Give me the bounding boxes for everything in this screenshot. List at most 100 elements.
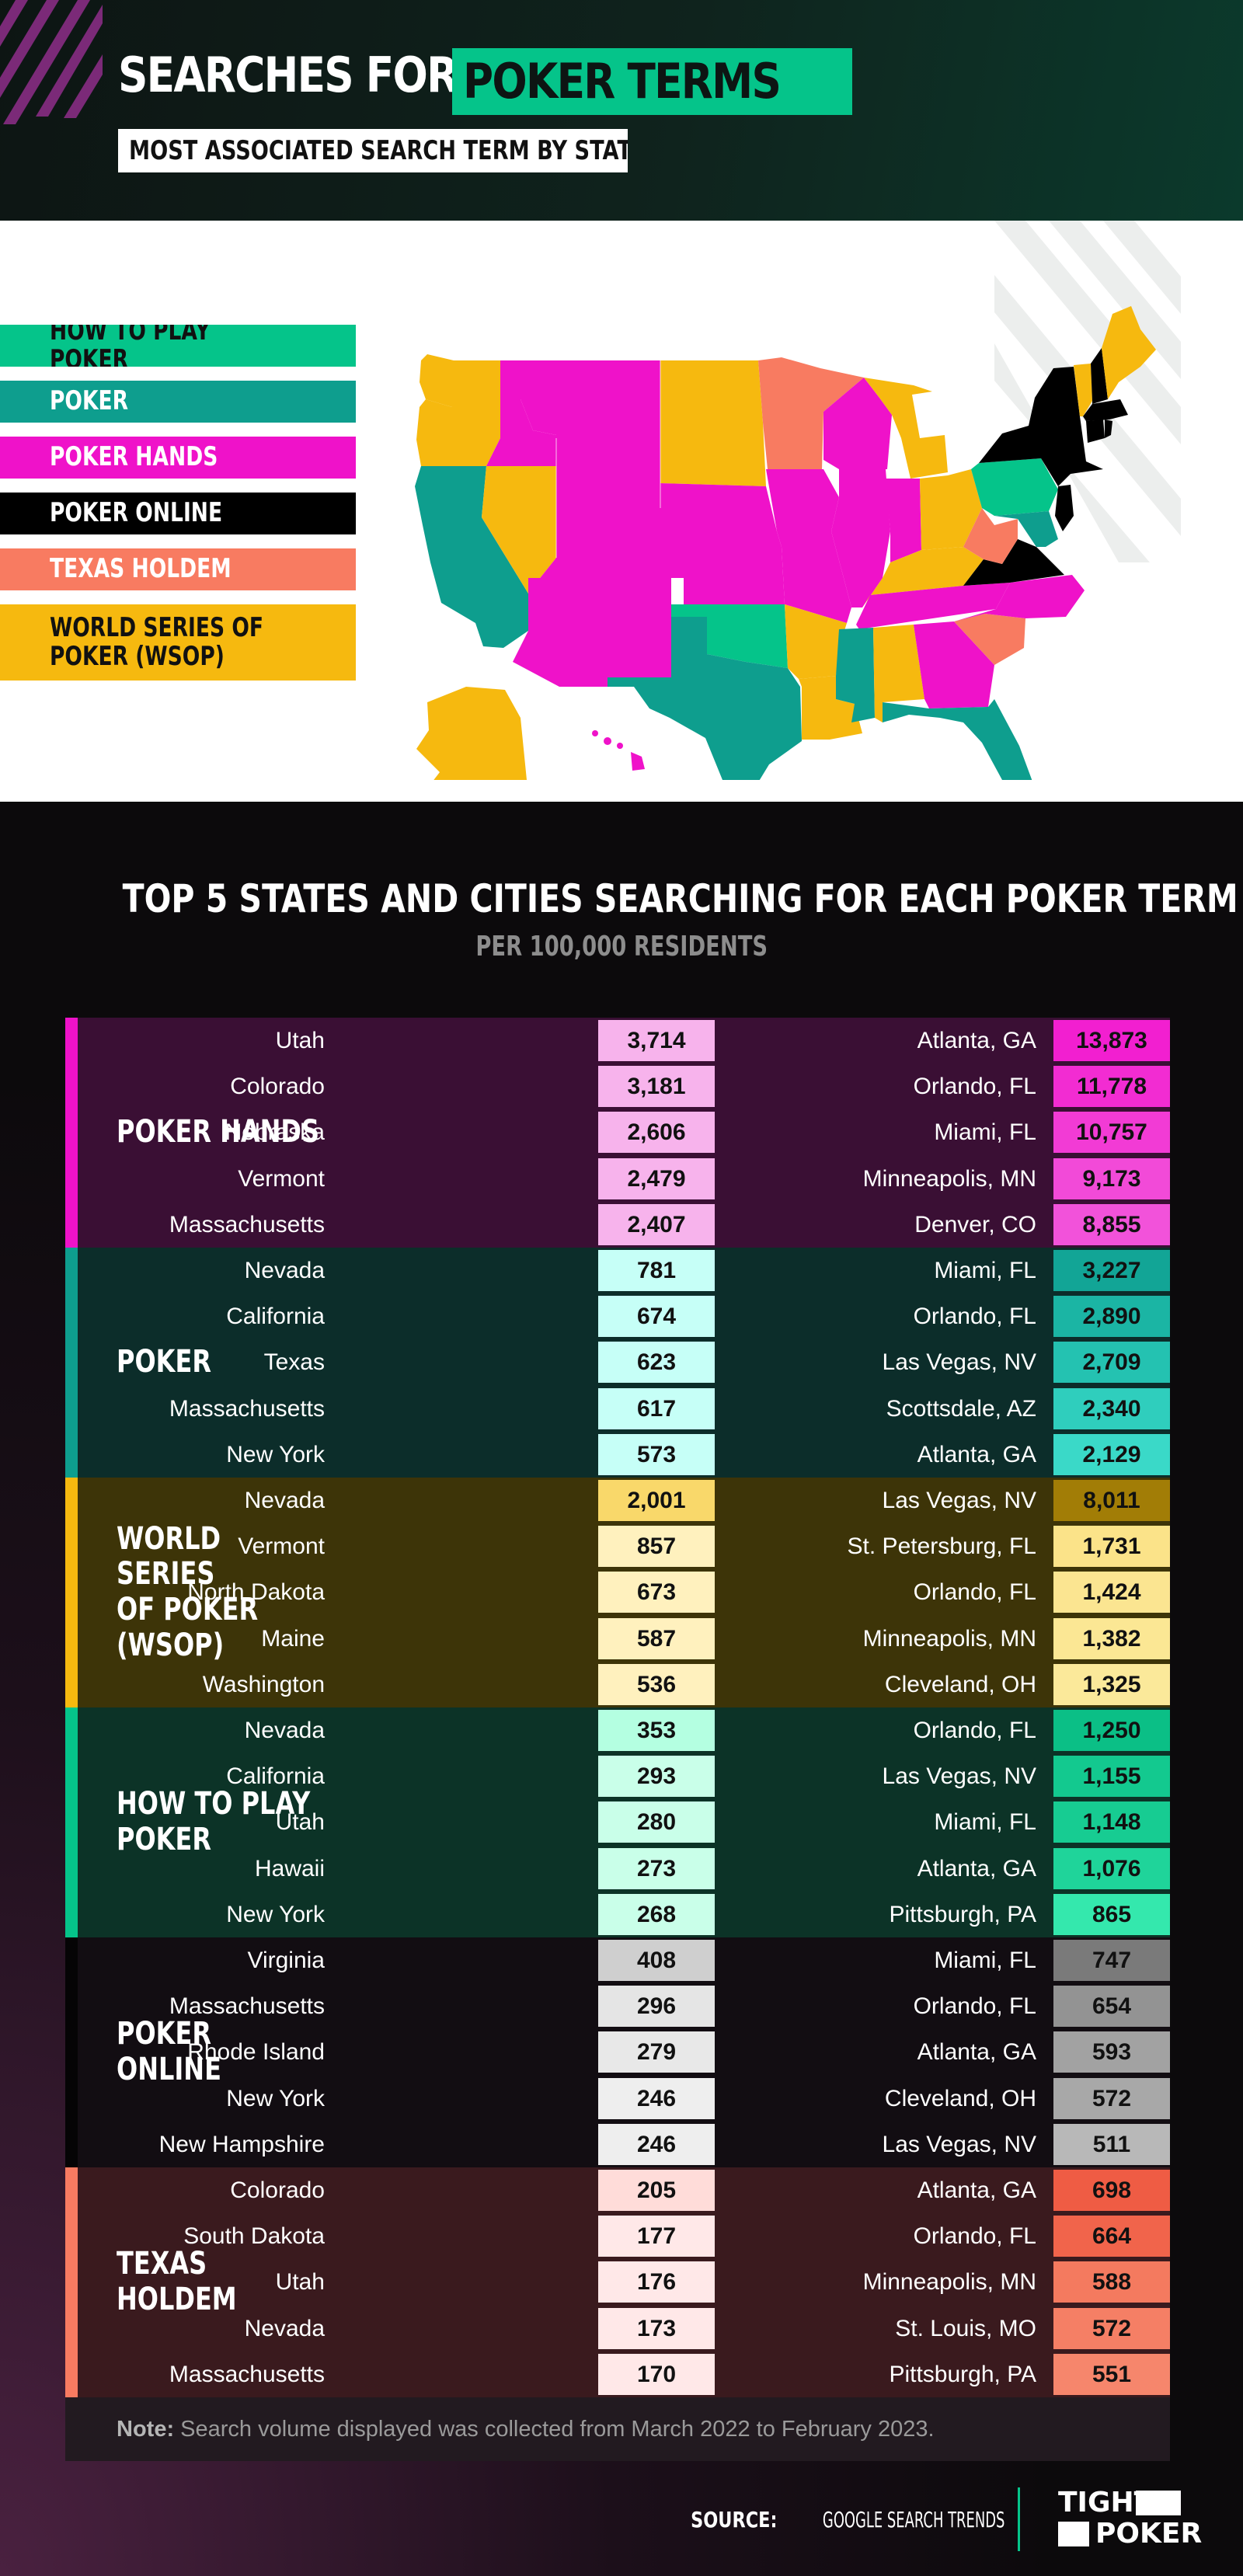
footer-divider bbox=[1018, 2487, 1020, 2551]
page-subtitle: MOST ASSOCIATED SEARCH TERM BY STATE bbox=[118, 129, 628, 172]
state-value: 2,606 bbox=[598, 1112, 715, 1154]
state-mississippi bbox=[836, 628, 875, 722]
state-iowa bbox=[766, 469, 839, 531]
state-oregon bbox=[416, 399, 500, 466]
table-row: New York 573 Atlanta, GA 2,129 bbox=[65, 1432, 1170, 1478]
state-minnesota bbox=[758, 357, 864, 469]
city-name: Pittsburgh, PA bbox=[889, 2361, 1036, 2387]
state-value: 176 bbox=[598, 2261, 715, 2303]
city-name: Pittsburgh, PA bbox=[889, 1901, 1036, 1927]
state-name: Maine bbox=[261, 1625, 325, 1652]
city-name: Atlanta, GA bbox=[917, 1028, 1036, 1053]
map-section: HOW TO PLAY POKER POKER POKER HANDS POKER O… bbox=[0, 221, 1243, 802]
state-value: 173 bbox=[598, 2307, 715, 2349]
state-value: 170 bbox=[598, 2353, 715, 2395]
state-value: 2,479 bbox=[598, 1157, 715, 1199]
legend-label: POKER bbox=[50, 385, 129, 417]
source-credit: SOURCE: GOOGLE SEARCH TRENDS bbox=[691, 2507, 1005, 2532]
us-map bbox=[415, 306, 1156, 780]
city-value: 3,227 bbox=[1053, 1250, 1170, 1291]
state-name: New Hampshire bbox=[158, 2131, 325, 2157]
table-row: Utah 280 Miami, FL 1,148 bbox=[65, 1799, 1170, 1845]
city-value: 572 bbox=[1053, 2077, 1170, 2119]
city-name: St. Petersburg, FL bbox=[847, 1533, 1036, 1560]
state-idaho bbox=[486, 360, 556, 466]
group-accent-bar bbox=[65, 2167, 78, 2397]
state-louisiana bbox=[799, 676, 862, 740]
state-utah bbox=[528, 466, 594, 581]
state-arizona bbox=[513, 578, 594, 687]
city-value: 511 bbox=[1053, 2123, 1170, 2165]
state-nevada bbox=[482, 466, 556, 594]
table-row: Hawaii 273 Atlanta, GA 1,076 bbox=[65, 1846, 1170, 1892]
state-kansas bbox=[684, 547, 785, 604]
state-maryland bbox=[994, 511, 1058, 547]
city-name: Orlando, FL bbox=[913, 2223, 1036, 2250]
city-value: 747 bbox=[1053, 1940, 1170, 1981]
city-value: 2,129 bbox=[1053, 1433, 1170, 1475]
term-group: POKER Nevada 781 Miami, FL 3,227 California 67… bbox=[65, 1248, 1170, 1478]
state-new-hampshire bbox=[1091, 348, 1108, 404]
state-name: Colorado bbox=[230, 2177, 325, 2203]
city-name: Miami, FL bbox=[934, 1809, 1036, 1836]
state-name: Nevada bbox=[244, 1718, 325, 1743]
city-name: Las Vegas, NV bbox=[882, 2131, 1036, 2157]
state-colorado bbox=[594, 508, 684, 578]
state-value: 674 bbox=[598, 1296, 715, 1338]
state-tennessee bbox=[856, 583, 1010, 629]
city-name: Las Vegas, NV bbox=[882, 1488, 1036, 1513]
city-value: 2,709 bbox=[1053, 1342, 1170, 1384]
city-value: 1,076 bbox=[1053, 1847, 1170, 1889]
state-north-carolina bbox=[954, 575, 1085, 621]
state-name: Massachusetts bbox=[169, 1211, 325, 1238]
table-row: Vermont 857 St. Petersburg, FL 1,731 bbox=[65, 1523, 1170, 1569]
term-group: HOW TO PLAY POKER Nevada 353 Orlando, FL 1,2… bbox=[65, 1707, 1170, 1937]
state-name: New York bbox=[226, 1901, 325, 1927]
state-vermont bbox=[1074, 364, 1092, 416]
state-value: 857 bbox=[598, 1526, 715, 1568]
table-row: Massachusetts 296 Orlando, FL 654 bbox=[65, 1983, 1170, 2029]
table-section: TOP 5 STATES AND CITIES SEARCHING FOR EA… bbox=[0, 802, 1243, 2576]
state-value: 353 bbox=[598, 1710, 715, 1751]
footnote: Note: Search volume displayed was collec… bbox=[65, 2397, 1170, 2461]
state-name: Nebraska bbox=[225, 1119, 325, 1146]
group-accent-bar bbox=[65, 1018, 78, 1248]
table-row: South Dakota 177 Orlando, FL 664 bbox=[65, 2213, 1170, 2259]
state-value: 2,001 bbox=[598, 1480, 715, 1521]
table-row: Nevada 353 Orlando, FL 1,250 bbox=[65, 1707, 1170, 1753]
state-illinois bbox=[831, 469, 890, 607]
city-value: 1,731 bbox=[1053, 1526, 1170, 1568]
state-value: 2,407 bbox=[598, 1203, 715, 1245]
table-row: Vermont 2,479 Minneapolis, MN 9,173 bbox=[65, 1156, 1170, 1202]
table-row: California 674 Orlando, FL 2,890 bbox=[65, 1293, 1170, 1339]
state-south-carolina bbox=[954, 614, 1025, 665]
table-row: Virginia 408 Miami, FL 747 bbox=[65, 1937, 1170, 1983]
state-value: 293 bbox=[598, 1756, 715, 1798]
city-value: 654 bbox=[1053, 1986, 1170, 2028]
city-value: 865 bbox=[1053, 1893, 1170, 1935]
city-value: 9,173 bbox=[1053, 1157, 1170, 1199]
state-value: 296 bbox=[598, 1986, 715, 2028]
state-value: 273 bbox=[598, 1847, 715, 1889]
city-name: St. Louis, MO bbox=[895, 2315, 1036, 2341]
state-value: 536 bbox=[598, 1663, 715, 1705]
city-value: 1,148 bbox=[1053, 1801, 1170, 1843]
term-group: WORLD SERIES OF POKER (WSOP) Nevada 2,001 L… bbox=[65, 1478, 1170, 1707]
city-value: 8,011 bbox=[1053, 1480, 1170, 1521]
state-value: 781 bbox=[598, 1250, 715, 1291]
state-name: Utah bbox=[275, 2269, 325, 2296]
table-row: Massachusetts 170 Pittsburgh, PA 551 bbox=[65, 2351, 1170, 2397]
state-name: Massachusetts bbox=[169, 2361, 325, 2387]
state-nebraska bbox=[660, 483, 782, 547]
city-value: 13,873 bbox=[1053, 1020, 1170, 1061]
city-value: 664 bbox=[1053, 2216, 1170, 2257]
state-name: Vermont bbox=[238, 1533, 325, 1560]
legend-item: POKER ONLINE bbox=[0, 493, 356, 534]
city-value: 1,250 bbox=[1053, 1710, 1170, 1751]
state-oklahoma bbox=[671, 604, 788, 668]
group-term-label: POKER bbox=[117, 1344, 211, 1380]
state-rhode-island bbox=[1105, 419, 1112, 438]
state-maine bbox=[1102, 306, 1156, 399]
table-subtitle: PER 100,000 RESIDENTS bbox=[475, 931, 768, 963]
state-value: 617 bbox=[598, 1387, 715, 1429]
